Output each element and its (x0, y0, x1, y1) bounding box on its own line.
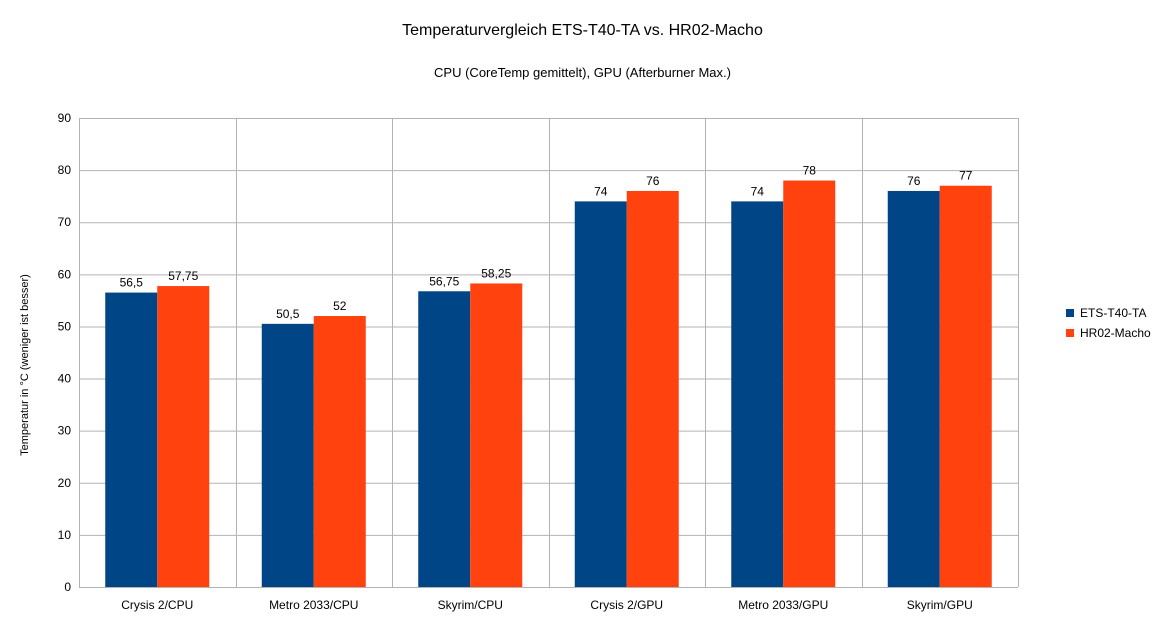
y-tick-label-70: 70 (58, 215, 72, 229)
bar-ets-t40-ta-skyrim-gpu (887, 190, 940, 587)
data-label-hr02-macho-skyrim-cpu: 58,25 (481, 266, 511, 280)
x-tick-label-crysis-2-cpu: Crysis 2/CPU (121, 598, 193, 612)
y-tick-label-50: 50 (58, 319, 72, 333)
legend-swatch-hr02-macho (1066, 329, 1074, 337)
legend-item-hr02-macho: HR02-Macho (1066, 323, 1151, 343)
x-tick-label-crysis-2-gpu: Crysis 2/GPU (590, 598, 663, 612)
legend-label-ets-t40-ta: ETS-T40-TA (1080, 306, 1147, 320)
chart-title: Temperaturvergleich ETS-T40-TA vs. HR02-… (402, 22, 763, 39)
x-tick-label-skyrim-gpu: Skyrim/GPU (907, 598, 973, 612)
y-tick-label-10: 10 (58, 528, 72, 542)
bar-ets-t40-ta-crysis-2-gpu (574, 201, 627, 587)
data-label-hr02-macho-metro-2033-cpu: 52 (333, 299, 347, 313)
data-label-ets-t40-ta-crysis-2-gpu: 74 (594, 184, 608, 198)
y-tick-label-20: 20 (58, 476, 72, 490)
bar-ets-t40-ta-skyrim-cpu (418, 291, 471, 587)
x-tick-label-metro-2033-cpu: Metro 2033/CPU (269, 598, 358, 612)
legend-label-hr02-macho: HR02-Macho (1080, 326, 1151, 340)
bar-hr02-macho-metro-2033-gpu (783, 180, 836, 588)
bar-hr02-macho-metro-2033-cpu (313, 316, 366, 587)
y-tick-label-40: 40 (58, 372, 72, 386)
y-tick-label-30: 30 (58, 424, 72, 438)
data-label-ets-t40-ta-skyrim-cpu: 56,75 (429, 274, 459, 288)
legend-swatch-ets-t40-ta (1066, 309, 1074, 317)
y-tick-label-90: 90 (58, 111, 72, 125)
data-label-ets-t40-ta-metro-2033-cpu: 50,5 (276, 307, 300, 321)
y-tick-label-80: 80 (58, 163, 72, 177)
bar-ets-t40-ta-metro-2033-gpu (731, 201, 784, 587)
bar-hr02-macho-skyrim-gpu (939, 185, 992, 587)
data-label-hr02-macho-crysis-2-gpu: 76 (646, 174, 660, 188)
x-tick-label-metro-2033-gpu: Metro 2033/GPU (738, 598, 828, 612)
bar-ets-t40-ta-metro-2033-cpu (261, 323, 314, 587)
data-label-ets-t40-ta-metro-2033-gpu: 74 (751, 184, 765, 198)
data-label-ets-t40-ta-skyrim-gpu: 76 (907, 174, 921, 188)
legend-item-ets-t40-ta: ETS-T40-TA (1066, 303, 1151, 323)
data-label-ets-t40-ta-crysis-2-cpu: 56,5 (120, 276, 144, 290)
bar-hr02-macho-crysis-2-cpu (157, 286, 210, 587)
data-label-hr02-macho-metro-2033-gpu: 78 (803, 164, 817, 178)
chart-subtitle: CPU (CoreTemp gemittelt), GPU (Afterburn… (434, 65, 731, 80)
bar-ets-t40-ta-crysis-2-cpu (105, 292, 158, 587)
y-tick-label-0: 0 (64, 580, 71, 594)
y-tick-label-60: 60 (58, 267, 72, 281)
bar-hr02-macho-skyrim-cpu (470, 283, 523, 587)
data-label-hr02-macho-skyrim-gpu: 77 (959, 169, 973, 183)
x-tick-label-skyrim-cpu: Skyrim/CPU (438, 598, 503, 612)
bar-hr02-macho-crysis-2-gpu (626, 190, 679, 587)
legend: ETS-T40-TA HR02-Macho (1066, 303, 1151, 343)
data-label-hr02-macho-crysis-2-cpu: 57,75 (168, 269, 198, 283)
